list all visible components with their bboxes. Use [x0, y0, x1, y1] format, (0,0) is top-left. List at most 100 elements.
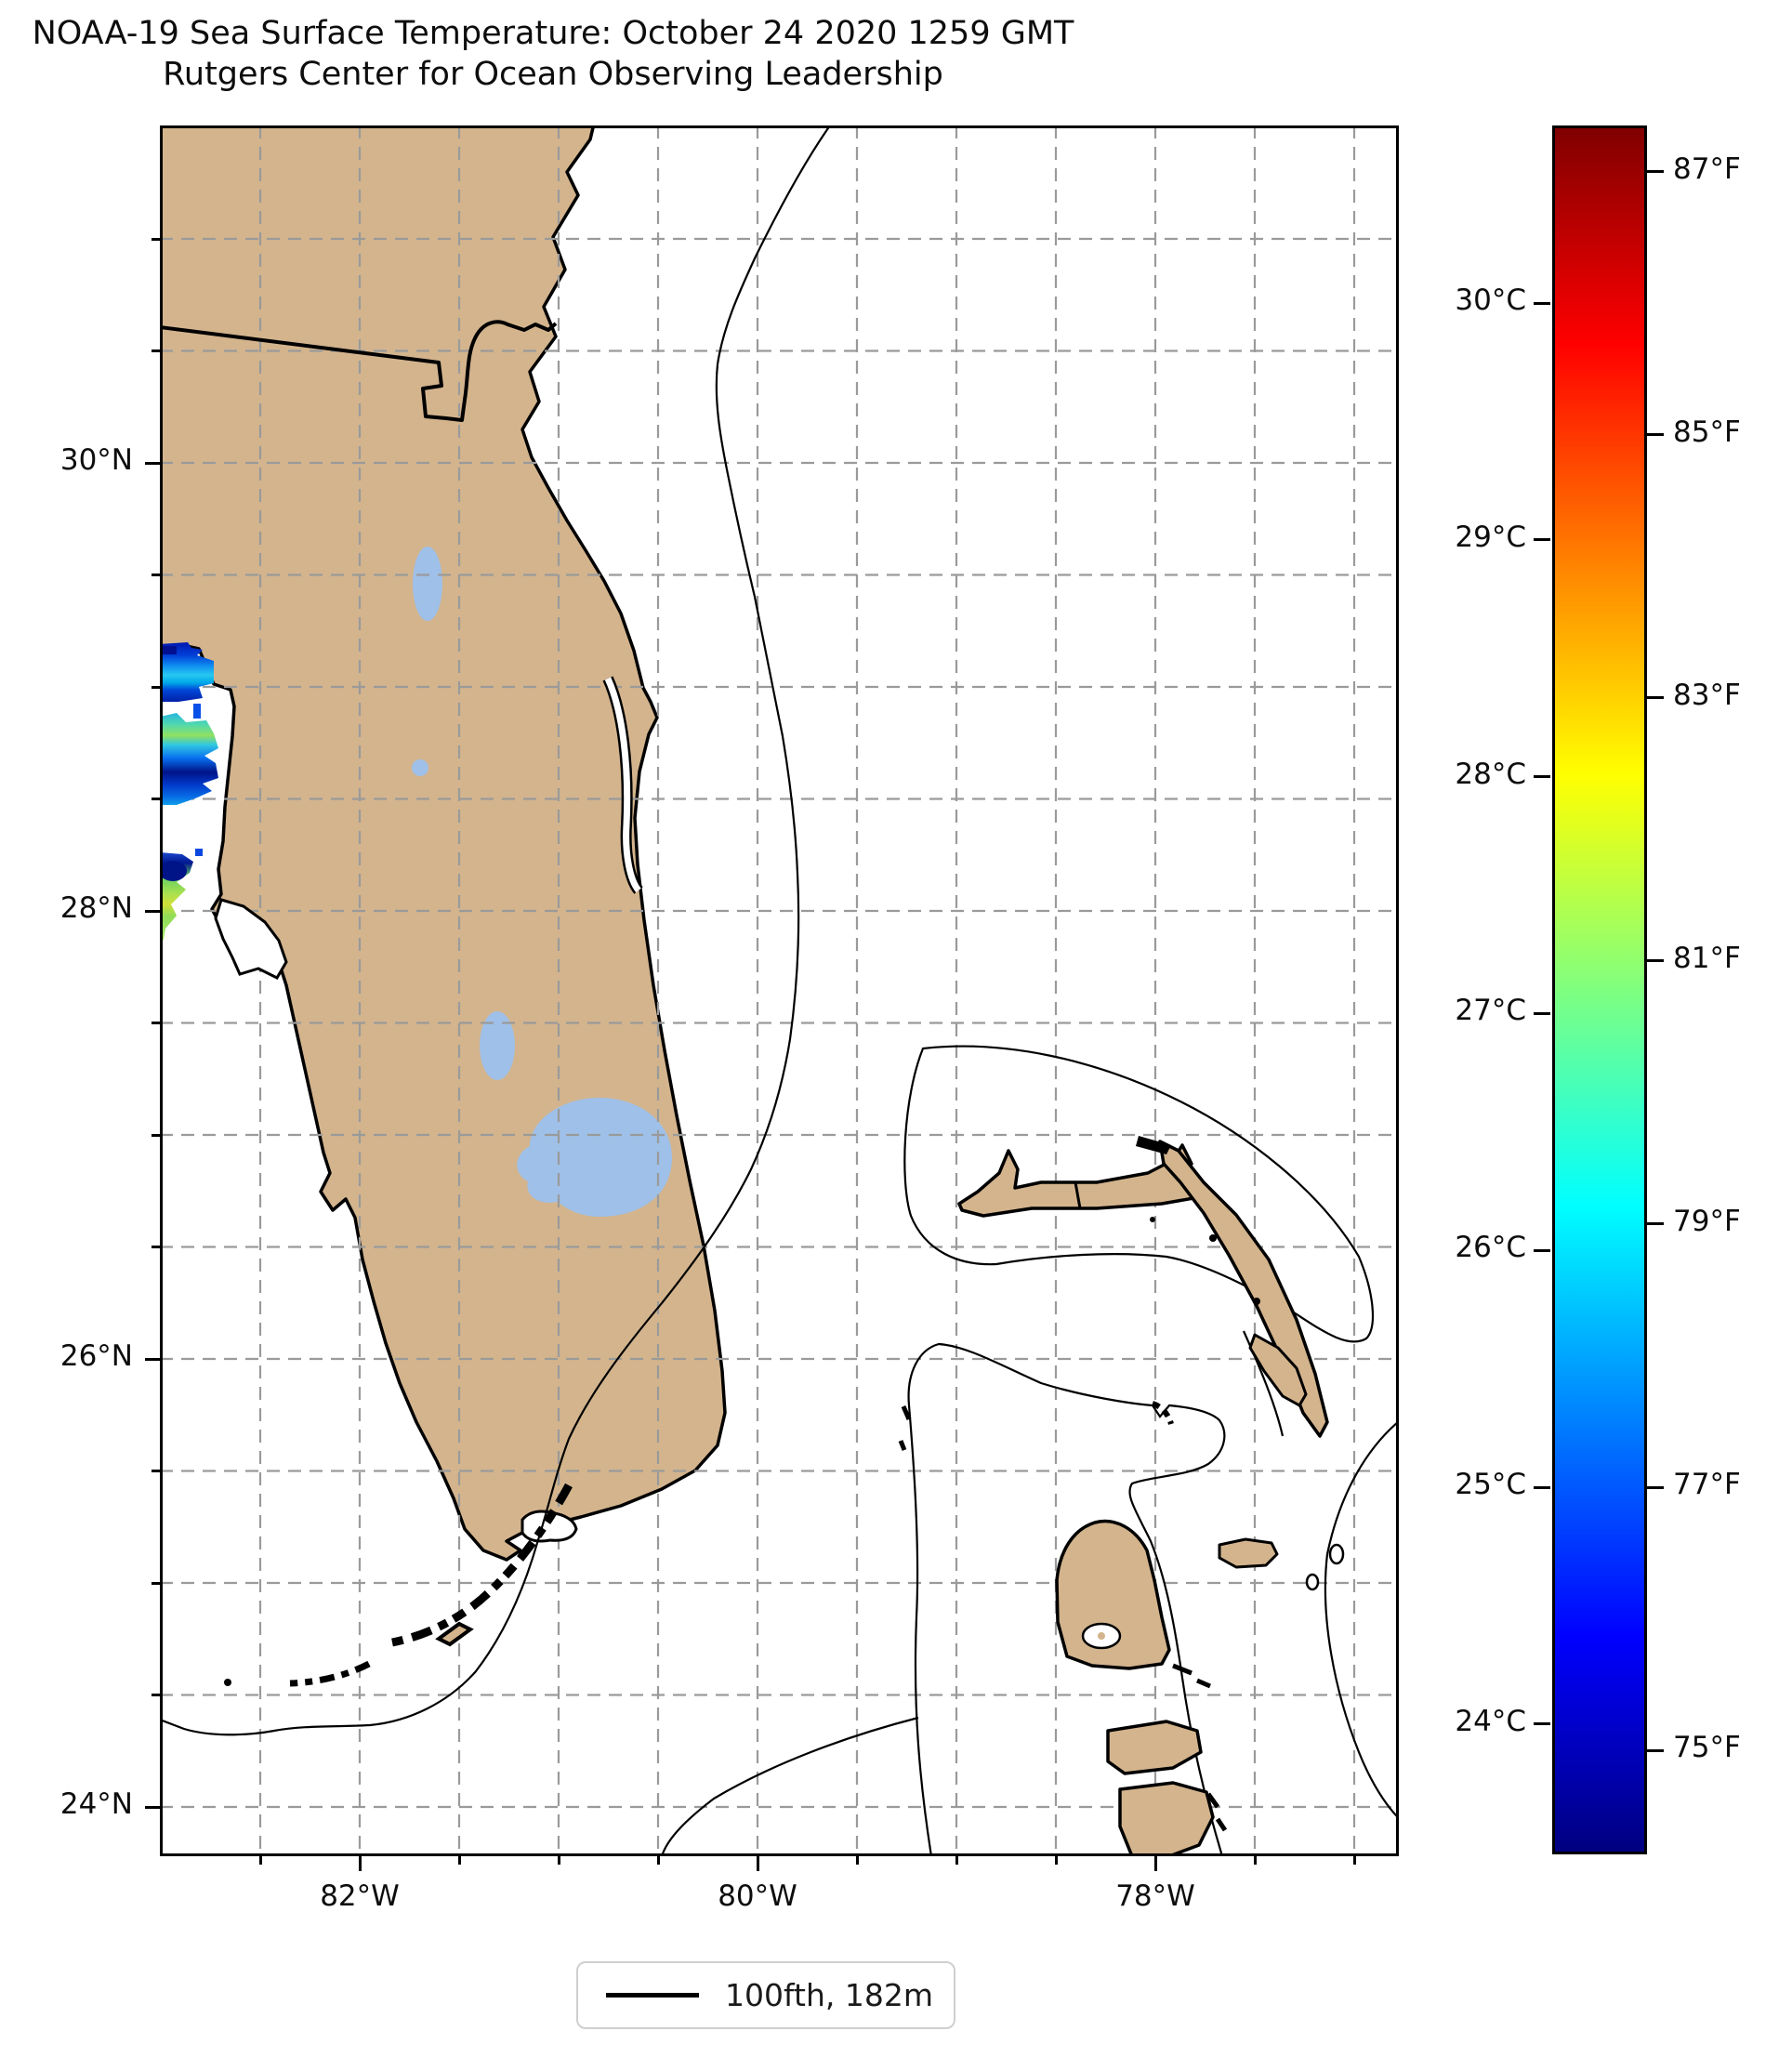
x-tick-label: 78°W	[1115, 1879, 1195, 1913]
x-tick	[656, 1856, 660, 1865]
berry-islands	[1151, 1401, 1174, 1425]
y-tick	[145, 1805, 160, 1809]
colorbar-celsius-tick	[1534, 1011, 1550, 1015]
map-panel	[160, 125, 1399, 1856]
colorbar-fahrenheit-label: 87°F	[1673, 152, 1741, 186]
y-tick	[152, 798, 160, 800]
colorbar-celsius-tick	[1534, 1485, 1550, 1489]
bahama-islet	[1150, 1217, 1155, 1222]
y-tick	[152, 574, 160, 576]
y-tick	[152, 349, 160, 352]
colorbar-celsius-label: 28°C	[1455, 757, 1526, 791]
colorbar-celsius-tick	[1534, 538, 1550, 542]
x-tick	[1054, 1856, 1058, 1865]
colorbar-fahrenheit-tick	[1647, 1748, 1664, 1752]
colorbar-fahrenheit-label: 79°F	[1673, 1204, 1741, 1238]
colorbar-celsius-label: 24°C	[1455, 1704, 1526, 1738]
y-tick	[152, 1133, 160, 1137]
lake-george	[413, 547, 442, 621]
colorbar-fahrenheit-label: 77°F	[1673, 1468, 1741, 1502]
x-tick	[457, 1856, 461, 1865]
colorbar-celsius-label: 30°C	[1455, 283, 1526, 318]
depth-contour-exuma	[1324, 1422, 1396, 1817]
y-tick-label: 28°N	[59, 891, 133, 925]
andros-middle	[1106, 1720, 1203, 1775]
x-tick	[358, 1856, 362, 1871]
figure-title: NOAA-19 Sea Surface Temperature: October…	[0, 13, 1106, 95]
new-providence-island	[1218, 1537, 1279, 1569]
colorbar-celsius-tick	[1534, 775, 1550, 779]
bahama-islet	[1209, 1234, 1217, 1242]
sst-swath-south	[163, 849, 203, 940]
x-tick	[955, 1856, 958, 1865]
cay-outline	[1328, 1543, 1345, 1565]
tampa-bay	[214, 898, 288, 980]
x-tick-label: 80°W	[718, 1879, 797, 1913]
colorbar-celsius-tick	[1534, 1722, 1550, 1726]
depth-contour-great-bahama-bank	[907, 1342, 1226, 1853]
colorbar-celsius-label: 25°C	[1455, 1468, 1526, 1502]
y-tick	[152, 685, 160, 689]
colorbar-fahrenheit-tick	[1647, 170, 1664, 174]
cay-outline	[1305, 1573, 1320, 1591]
florida-keys-lower	[289, 1660, 371, 1687]
colorbar-fahrenheit-tick	[1647, 1222, 1664, 1226]
sst-swath-north	[163, 642, 214, 702]
y-tick-label: 30°N	[59, 443, 133, 477]
x-tick	[1352, 1856, 1356, 1865]
bimini-islets	[898, 1405, 912, 1451]
andros-lagoon-islet	[1098, 1632, 1105, 1640]
colorbar-fahrenheit-tick	[1647, 433, 1664, 437]
grand-bahama-divider	[1074, 1181, 1082, 1209]
colorbar-fahrenheit-label: 81°F	[1673, 941, 1741, 975]
dry-tortugas	[224, 1679, 231, 1686]
legend-line-sample	[606, 1993, 699, 1998]
colorbar-fahrenheit-tick	[1647, 959, 1664, 963]
title-line2: Rutgers Center for Ocean Observing Leade…	[163, 56, 943, 93]
y-tick	[152, 237, 160, 241]
colorbar-fahrenheit-tick	[1647, 1485, 1664, 1489]
indian-river-lagoon	[604, 677, 641, 893]
x-tick	[258, 1856, 262, 1865]
y-tick	[152, 1246, 160, 1248]
map-canvas	[163, 128, 1396, 1853]
colorbar	[1552, 125, 1647, 1854]
legend: 100fth, 182m	[576, 1961, 955, 2029]
sst-swath-middle	[163, 704, 218, 805]
andros-bight-islets	[1172, 1663, 1211, 1689]
colorbar-celsius-label: 26°C	[1455, 1231, 1526, 1265]
title-line1: NOAA-19 Sea Surface Temperature: October…	[32, 15, 1074, 52]
x-tick	[1153, 1856, 1157, 1871]
colorbar-fahrenheit-label: 75°F	[1673, 1731, 1741, 1765]
colorbar-fahrenheit-tick	[1647, 696, 1664, 700]
bahama-islet	[1253, 1298, 1260, 1305]
y-tick-label: 24°N	[59, 1787, 133, 1821]
lake-okeechobee	[517, 1098, 672, 1217]
colorbar-celsius-label: 29°C	[1455, 520, 1526, 554]
y-tick-label: 26°N	[59, 1339, 133, 1373]
x-tick	[756, 1856, 759, 1871]
y-tick	[145, 909, 160, 913]
florida-landmass	[163, 128, 727, 1562]
depth-contour-little-bahama-bank	[903, 1045, 1375, 1343]
state-border-line	[163, 320, 558, 422]
key-largo	[435, 1621, 474, 1647]
depth-contour-atlantic	[163, 128, 830, 1736]
x-tick	[855, 1856, 859, 1865]
colorbar-celsius-label: 27°C	[1455, 994, 1526, 1028]
florida-keys-upper	[391, 1483, 573, 1647]
andros-south	[1118, 1781, 1215, 1853]
y-tick	[145, 1357, 160, 1361]
colorbar-fahrenheit-label: 83°F	[1673, 678, 1741, 712]
y-tick	[152, 1022, 160, 1024]
y-tick	[145, 461, 160, 465]
depth-contour-caysal	[661, 1716, 919, 1853]
small-lake	[412, 759, 428, 776]
lake-kissimmee	[480, 1011, 515, 1080]
y-tick	[152, 1581, 160, 1585]
abaco-north-sliver	[1136, 1136, 1171, 1154]
depth-contour-eleuthera	[1242, 1330, 1285, 1437]
colorbar-fahrenheit-label: 85°F	[1673, 415, 1741, 449]
legend-label: 100fth, 182m	[725, 1977, 933, 2013]
